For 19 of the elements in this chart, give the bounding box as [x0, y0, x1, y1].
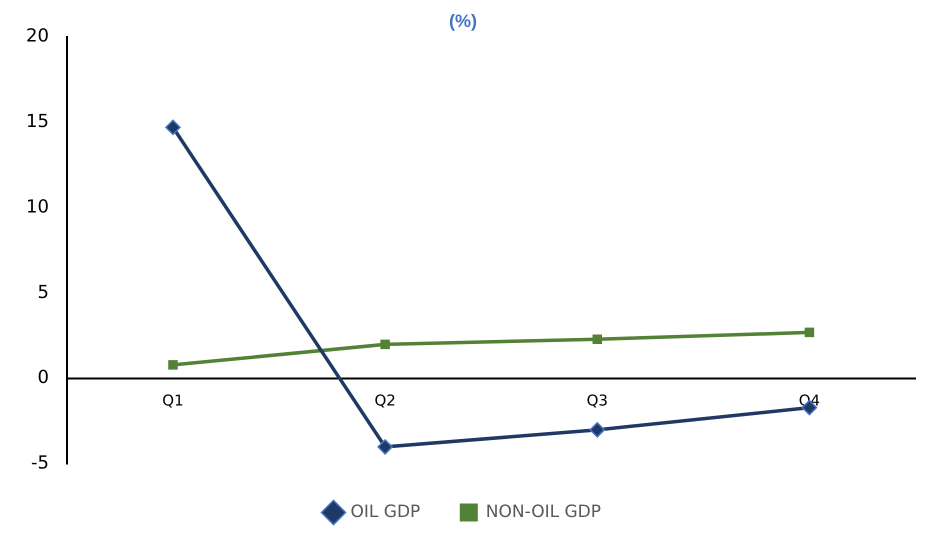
- point: [804, 328, 814, 338]
- point: [168, 360, 178, 370]
- x-tick-label: Q3: [586, 391, 608, 410]
- y-tick-label: 20: [26, 25, 49, 46]
- point: [165, 120, 181, 136]
- chart-title: (%): [449, 10, 477, 31]
- y-tick-label: 10: [26, 196, 49, 218]
- point: [377, 439, 393, 455]
- legend-label: NON-OIL GDP: [486, 502, 602, 522]
- point: [590, 422, 606, 438]
- y-tick-label: 0: [37, 367, 49, 388]
- point: [592, 334, 602, 344]
- legend-label: OIL GDP: [350, 502, 420, 522]
- x-tick-label: Q1: [162, 391, 184, 410]
- point: [380, 340, 390, 350]
- x-tick-label: Q2: [374, 391, 396, 410]
- y-tick-label: -5: [30, 452, 49, 474]
- y-tick-label: 15: [26, 110, 49, 132]
- y-tick-label: 5: [37, 282, 49, 303]
